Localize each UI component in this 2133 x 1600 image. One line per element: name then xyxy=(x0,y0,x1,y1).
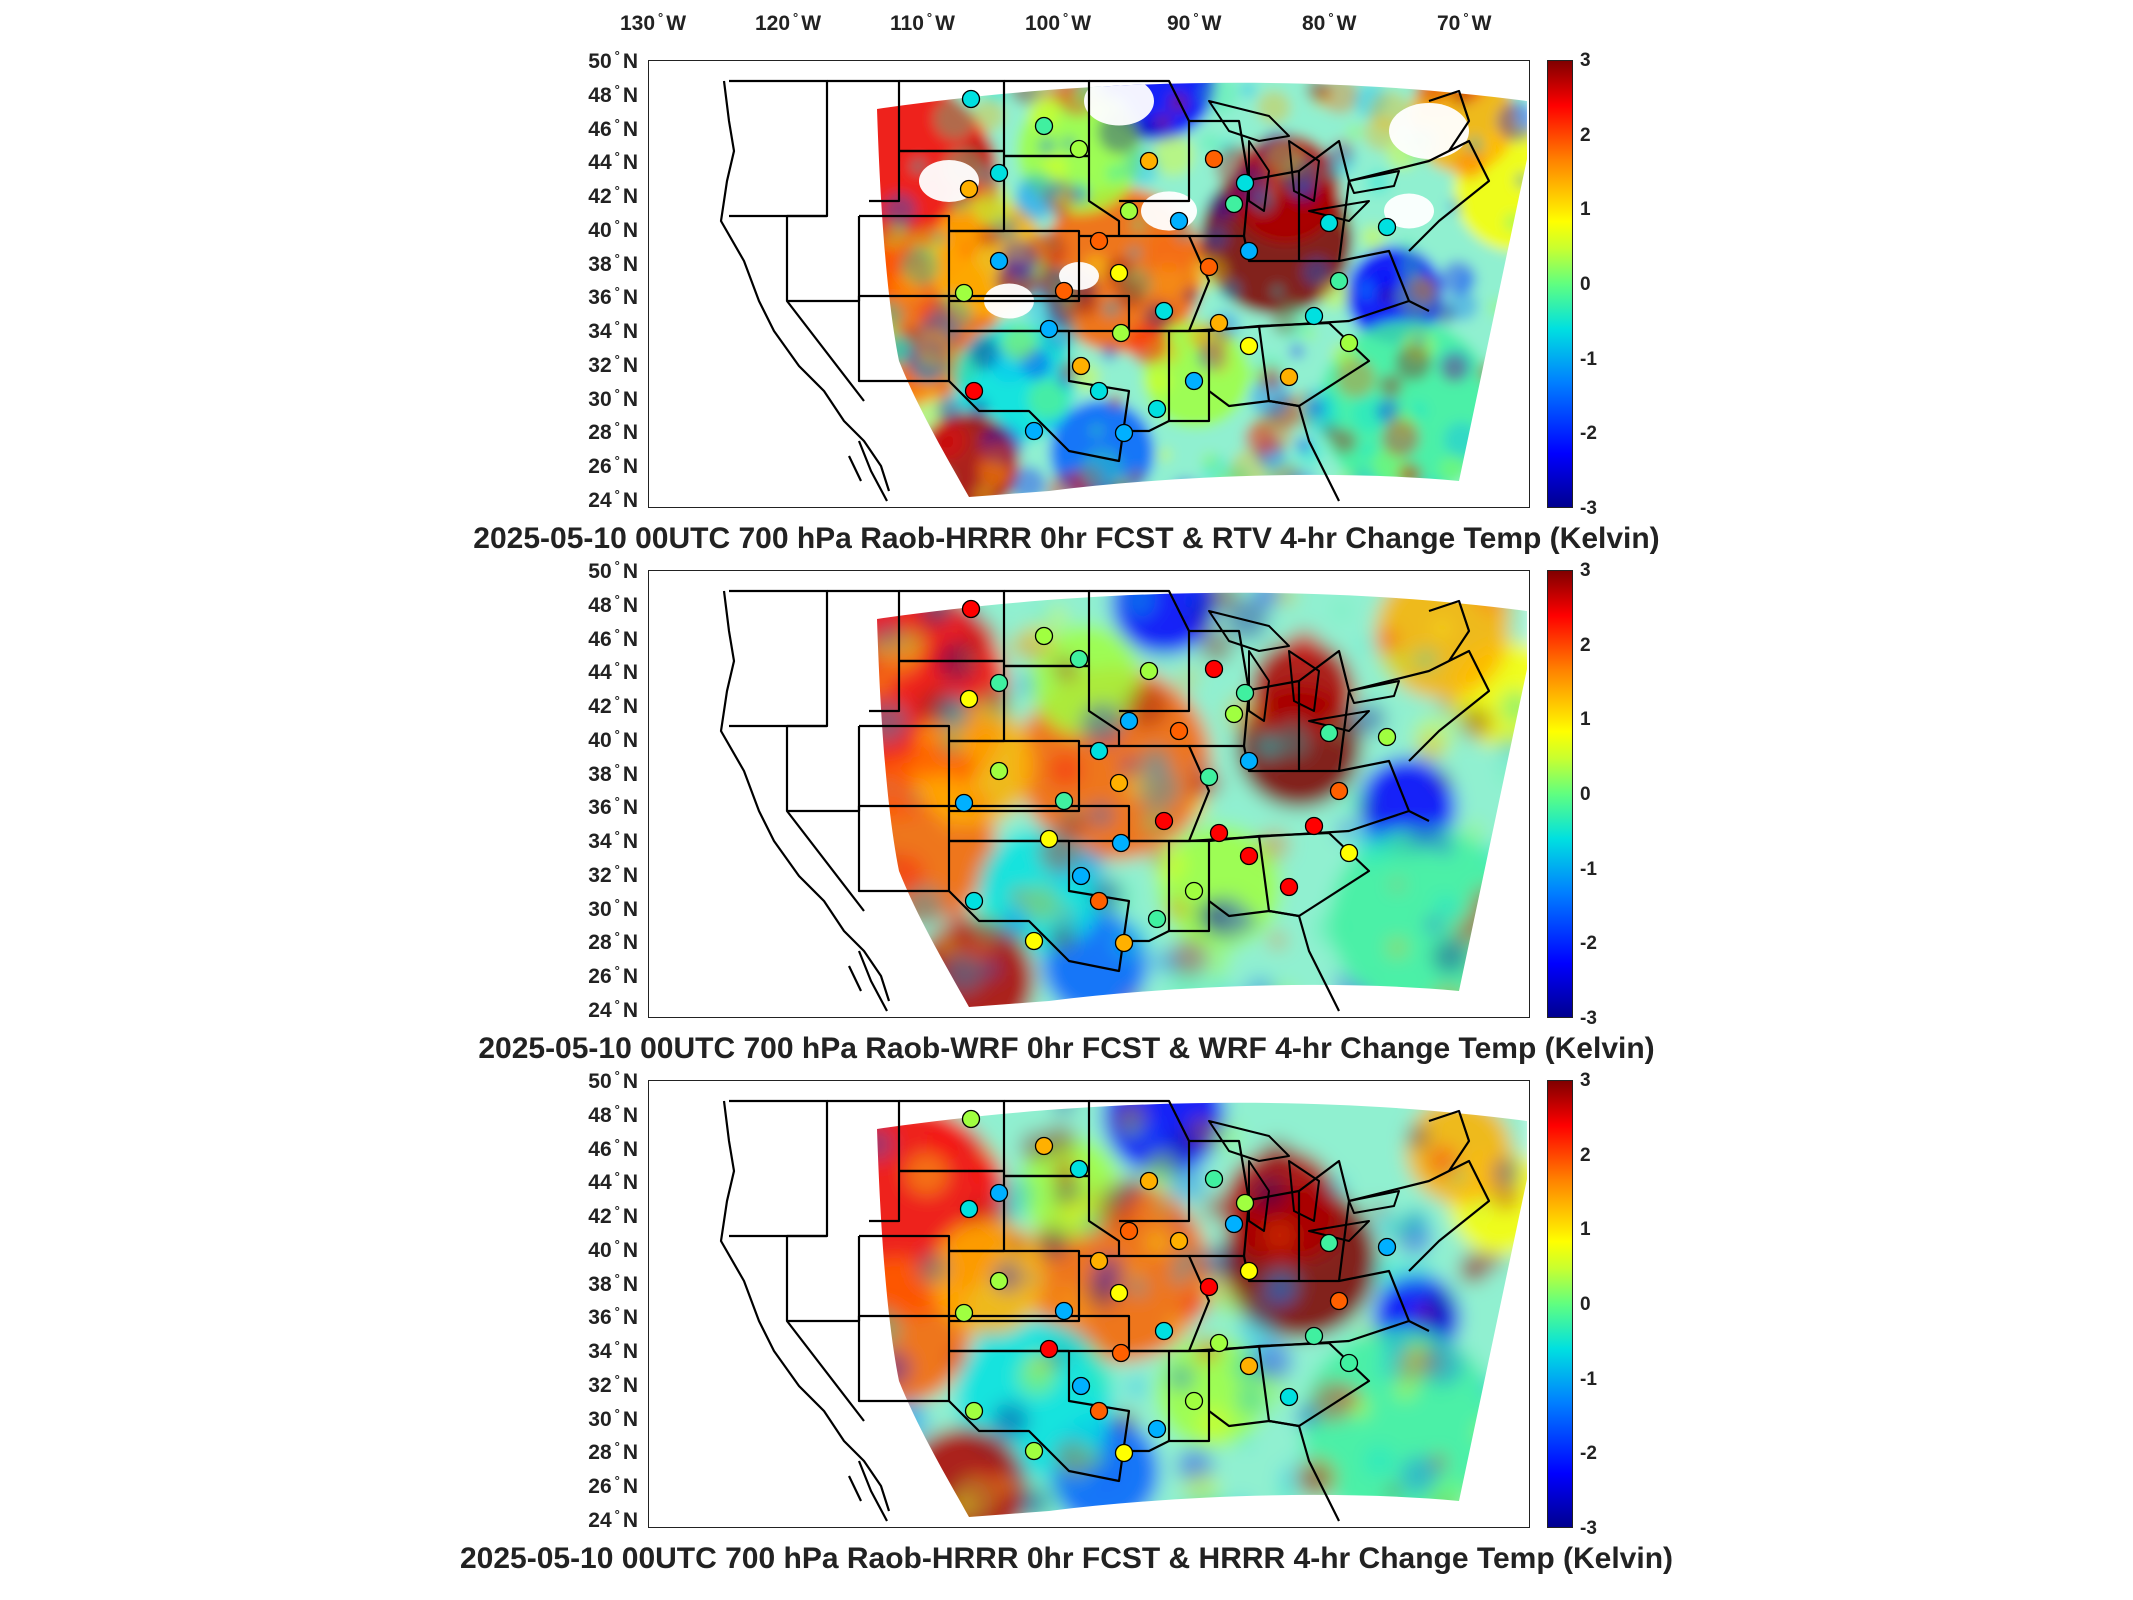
colorbar-tick: -1 xyxy=(1580,348,1597,370)
colorbar-tick: -3 xyxy=(1580,1008,1597,1029)
colorbar-tick: 2 xyxy=(1580,634,1591,656)
lon-label-90w: 90 ° W xyxy=(1167,10,1222,35)
lat-label: 42 ° N xyxy=(588,183,638,209)
lat-label: 32 ° N xyxy=(588,1371,638,1397)
lat-label: 36 ° N xyxy=(588,1304,638,1330)
lat-label: 50 ° N xyxy=(588,558,638,583)
lat-label: 30 ° N xyxy=(588,385,638,411)
colorbar-tick: -2 xyxy=(1580,1443,1597,1465)
colorbar-tick: 0 xyxy=(1580,1294,1591,1315)
lat-label: 46 ° N xyxy=(588,1135,638,1161)
raob-stations xyxy=(954,1109,1397,1463)
temperature-change-map xyxy=(648,1080,1530,1528)
lat-label: 28 ° N xyxy=(588,1439,638,1465)
lat-label: 30 ° N xyxy=(588,895,638,921)
lat-label: 28 ° N xyxy=(588,929,638,955)
lat-label: 50 ° N xyxy=(588,48,638,73)
lon-label-80w: 80 ° W xyxy=(1302,10,1357,35)
temperature-change-map xyxy=(648,570,1530,1018)
lat-label: 36 ° N xyxy=(588,284,638,310)
colorbar-tick: -2 xyxy=(1580,933,1597,955)
lon-label-110w: 110 ° W xyxy=(890,10,955,35)
lat-label: 48 ° N xyxy=(588,81,638,107)
lat-label: 34 ° N xyxy=(588,828,638,854)
lat-label: 34 ° N xyxy=(588,318,638,344)
colorbar-tick: -1 xyxy=(1580,1368,1597,1390)
lat-label: 40 ° N xyxy=(588,726,638,752)
state-boundaries xyxy=(719,589,1491,1012)
colorbar-tick: 3 xyxy=(1580,50,1591,71)
lat-label: 42 ° N xyxy=(588,1203,638,1229)
lat-label: 48 ° N xyxy=(588,1101,638,1127)
colorbar-tick: -3 xyxy=(1580,498,1597,519)
colorbar-tick: -2 xyxy=(1580,423,1597,445)
lat-label: 26 ° N xyxy=(588,963,638,989)
lon-label-70w: 70 ° W xyxy=(1437,10,1492,35)
colorbar-tick: 3 xyxy=(1580,560,1591,581)
colorbar xyxy=(1547,570,1573,1018)
lat-label: 28 ° N xyxy=(588,419,638,445)
lat-label: 48 ° N xyxy=(588,591,638,617)
colorbar xyxy=(1547,1080,1573,1528)
colorbar-tick: 2 xyxy=(1580,124,1591,146)
lat-label: 38 ° N xyxy=(588,250,638,276)
panel-title: 2025-05-10 00UTC 700 hPa Raob-HRRR 0hr F… xyxy=(459,1542,1674,1575)
lon-label-120w: 120 ° W xyxy=(755,10,822,35)
lat-label: 50 ° N xyxy=(588,1068,638,1093)
colorbar-tick: 1 xyxy=(1580,709,1591,731)
colorbar-tick: 0 xyxy=(1580,784,1591,805)
lat-label: 26 ° N xyxy=(588,453,638,479)
lat-label: 26 ° N xyxy=(588,1473,638,1499)
lat-label: 30 ° N xyxy=(588,1405,638,1431)
temperature-change-map xyxy=(648,60,1530,508)
lon-label-130w: 130 ° W xyxy=(620,10,687,35)
lat-label: 38 ° N xyxy=(588,1270,638,1296)
temperature-field xyxy=(877,82,1527,497)
lat-label: 40 ° N xyxy=(588,1236,638,1262)
lon-label-100w: 100 ° W xyxy=(1025,10,1092,35)
lat-label: 44 ° N xyxy=(588,1169,638,1195)
lat-label: 38 ° N xyxy=(588,760,638,786)
lat-label: 34 ° N xyxy=(588,1338,638,1364)
lat-label: 32 ° N xyxy=(588,351,638,377)
lat-label: 44 ° N xyxy=(588,149,638,175)
colorbar-tick: -1 xyxy=(1580,858,1597,880)
colorbar xyxy=(1547,60,1573,508)
lat-label: 32 ° N xyxy=(588,861,638,887)
colorbar-tick: -3 xyxy=(1580,1518,1597,1539)
lat-label: 46 ° N xyxy=(588,115,638,141)
panel-title: 2025-05-10 00UTC 700 hPa Raob-HRRR 0hr F… xyxy=(473,522,1660,555)
lat-label: 42 ° N xyxy=(588,693,638,719)
lat-label: 44 ° N xyxy=(588,659,638,685)
lat-label: 24 ° N xyxy=(588,1507,638,1533)
lat-label: 36 ° N xyxy=(588,794,638,820)
colorbar-tick: 1 xyxy=(1580,1219,1591,1241)
colorbar-tick: 2 xyxy=(1580,1144,1591,1166)
panel-title: 2025-05-10 00UTC 700 hPa Raob-WRF 0hr FC… xyxy=(478,1032,1655,1065)
lat-label: 46 ° N xyxy=(588,625,638,651)
raob-stations xyxy=(954,89,1397,443)
lat-label: 24 ° N xyxy=(588,487,638,513)
colorbar-tick: 1 xyxy=(1580,199,1591,221)
raob-stations xyxy=(954,599,1397,953)
colorbar-tick: 3 xyxy=(1580,1070,1591,1091)
lat-label: 24 ° N xyxy=(588,997,638,1023)
lat-label: 40 ° N xyxy=(588,216,638,242)
colorbar-tick: 0 xyxy=(1580,274,1591,295)
